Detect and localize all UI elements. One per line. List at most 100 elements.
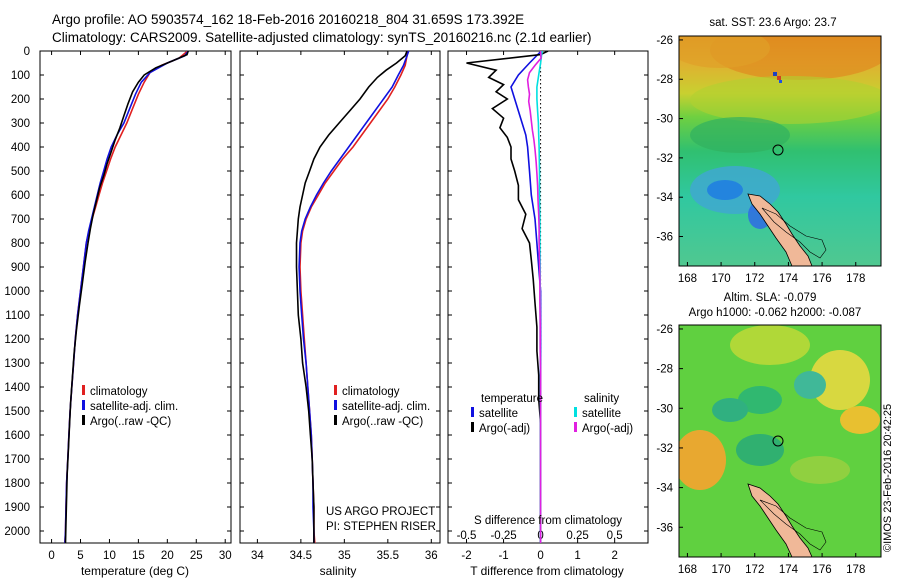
map-xtick-label: 168 <box>678 273 697 285</box>
map-ytick-label: -28 <box>656 364 673 376</box>
legend-swatch <box>82 385 85 395</box>
s-difference-tick-label: 0.5 <box>607 530 623 542</box>
sst-map-frame <box>678 35 882 267</box>
legend-label: climatology <box>90 386 148 398</box>
temperature-xtick-label: 25 <box>190 550 203 562</box>
s-difference-tick-label: -0.25 <box>490 530 516 542</box>
temperature-xtick-label: 10 <box>103 550 116 562</box>
difference-plot-frame <box>447 50 649 544</box>
salinity-series-1 <box>298 51 410 543</box>
legend-label: Argo(-adj) <box>582 423 633 435</box>
sla-float-marker <box>772 435 784 447</box>
map-ytick-label: -34 <box>656 192 673 204</box>
legend-swatch <box>334 415 337 425</box>
t-difference-xlabel: T difference from climatology <box>470 564 624 578</box>
depth-tick-label: 100 <box>11 70 30 82</box>
legend-swatch <box>334 400 337 410</box>
depth-tick-label: 1400 <box>4 382 30 394</box>
s-difference-label: S difference from climatology <box>474 515 622 527</box>
depth-tick-label: 1800 <box>4 478 30 490</box>
legend-label: Argo(-adj) <box>479 423 530 435</box>
sla-map-axes: 168 170 172 174 176 178 -26 -28 -30 -32 -34 -36 <box>656 324 865 576</box>
legend-label: climatology <box>342 386 400 398</box>
depth-axis: 0 100 200 300 400 500 600 700 800 900 1000 1100 1200… <box>4 46 231 538</box>
map-ytick-label: -36 <box>656 232 673 244</box>
map-ytick-label: -36 <box>656 522 673 534</box>
difference-series-1 <box>466 51 549 543</box>
salinity-xtick-label: 35 <box>338 550 351 562</box>
salinity-xtick-label: 34 <box>251 550 264 562</box>
depth-tick-label: 500 <box>11 166 30 178</box>
difference-legend: temperature satellite Argo(-adj) salinity sa… <box>471 393 633 435</box>
difference-panel: -2 -1 0 1 2 -0.5 -0.25 0 0.25 0.5 T difference f… <box>447 50 649 578</box>
temperature-xtick-label: 15 <box>132 550 145 562</box>
chart-title-line1: Argo profile: AO 5903574_162 18-Feb-2016… <box>52 12 525 27</box>
legend-swatch <box>334 385 337 395</box>
difference-series <box>466 51 549 543</box>
map-ytick-label: -34 <box>656 483 673 495</box>
depth-tick-label: 200 <box>11 94 30 106</box>
sla-map-frame <box>678 324 882 558</box>
sst-float-marker <box>772 144 784 156</box>
map-ytick-label: -26 <box>656 35 673 47</box>
sst-map-title: sat. SST: 23.6 Argo: 23.7 <box>709 17 836 29</box>
salinity-axis: 34 34.5 35 35.5 36 <box>240 50 440 562</box>
temperature-xlabel: temperature (deg C) <box>81 564 189 578</box>
map-xtick-label: 172 <box>745 273 764 285</box>
map-xtick-label: 174 <box>779 564 799 576</box>
sla-map-image <box>679 325 881 557</box>
depth-tick-label: 1500 <box>4 406 30 418</box>
difference-xtick-label: -2 <box>461 550 471 562</box>
map-xtick-label: 170 <box>711 564 730 576</box>
legend-swatch <box>471 407 474 417</box>
salinity-panel: 34 34.5 35 35.5 36 salinity climatology satel… <box>239 50 441 578</box>
temperature-plot-frame <box>39 50 232 544</box>
map-xtick-label: 168 <box>678 564 697 576</box>
legend-swatch <box>82 400 85 410</box>
difference-xtick-label: -1 <box>498 550 508 562</box>
salinity-plot-frame <box>239 50 441 544</box>
sst-map-image <box>679 36 881 266</box>
pi-annotation: PI: STEPHEN RISER <box>326 521 436 533</box>
difference-xtick-label: 1 <box>574 550 580 562</box>
s-difference-tick-label: -0.5 <box>457 530 477 542</box>
depth-tick-label: 400 <box>11 142 30 154</box>
difference-xtick-label: 2 <box>611 550 617 562</box>
sst-map-axes: 168 170 172 174 176 178 -26 -28 -30 -32 -34 -36 <box>656 35 865 285</box>
legend-group-title: temperature <box>481 393 543 405</box>
map-ytick-label: -32 <box>656 153 673 165</box>
difference-xtick-label: 0 <box>537 550 543 562</box>
legend-swatch <box>82 415 85 425</box>
depth-tick-label: 1000 <box>4 286 30 298</box>
depth-tick-label: 2000 <box>4 526 30 538</box>
depth-tick-label: 800 <box>11 238 30 250</box>
temperature-panel: 0100200300400500600700800900100011001200… <box>4 46 231 578</box>
map-xtick-label: 176 <box>812 273 831 285</box>
map-xtick-label: 170 <box>711 273 730 285</box>
s-difference-tick-label: 0.25 <box>566 530 588 542</box>
sla-map-panel: Altim. SLA: -0.079 Argo h1000: -0.062 h2… <box>656 292 882 576</box>
sst-map-panel: sat. SST: 23.6 Argo: 23.7 168 170 172 174 17… <box>656 17 882 285</box>
imos-credit: ©IMOS 23-Feb-2016 20:42:25 <box>882 403 894 552</box>
legend-label: satellite <box>582 408 621 420</box>
map-xtick-label: 174 <box>779 273 799 285</box>
map-ytick-label: -30 <box>656 114 673 126</box>
difference-series-3 <box>526 51 542 543</box>
map-ytick-label: -26 <box>656 324 673 336</box>
map-ytick-label: -30 <box>656 403 673 415</box>
legend-label: satellite <box>479 408 518 420</box>
project-annotation: US ARGO PROJECT <box>326 506 435 518</box>
temperature-xtick-label: 0 <box>48 550 54 562</box>
salinity-xtick-label: 36 <box>425 550 438 562</box>
legend-swatch <box>574 422 577 432</box>
legend-label: satellite-adj. clim. <box>342 401 430 413</box>
depth-tick-label: 1700 <box>4 454 30 466</box>
depth-tick-label: 900 <box>11 262 30 274</box>
depth-tick-label: 700 <box>11 214 30 226</box>
temperature-series-2 <box>64 51 189 543</box>
depth-tick-label: 1300 <box>4 358 30 370</box>
depth-tick-label: 1100 <box>5 310 30 322</box>
legend-label: satellite-adj. clim. <box>90 401 178 413</box>
salinity-series-2 <box>295 51 408 543</box>
